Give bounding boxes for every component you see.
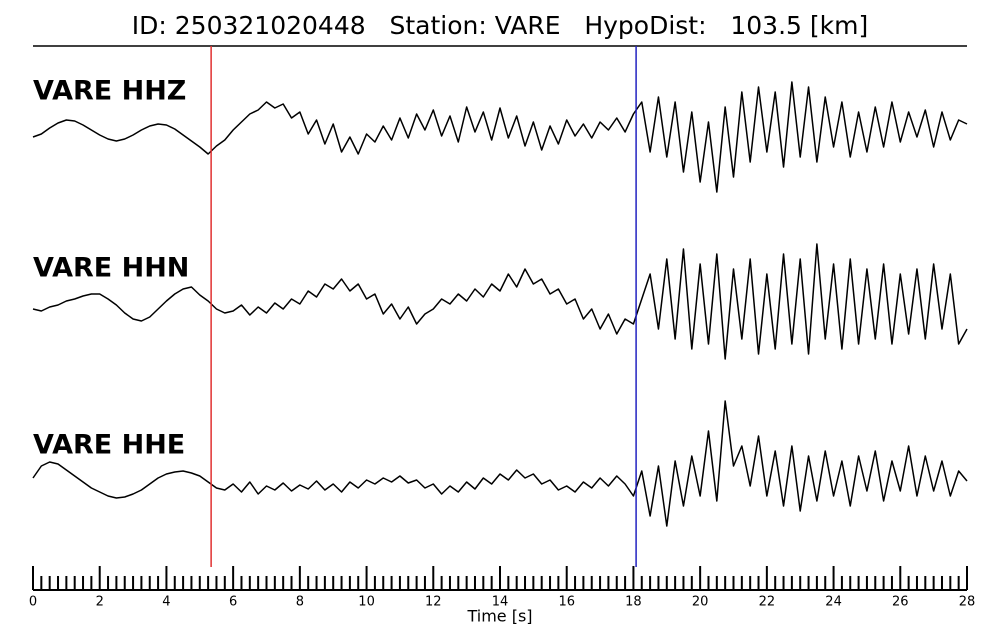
x-tick-label: 28: [959, 595, 976, 610]
x-tick-label: 8: [296, 595, 304, 610]
x-tick-label: 24: [825, 595, 842, 610]
x-tick-label: 16: [558, 595, 575, 610]
x-tick-label: 10: [358, 595, 375, 610]
x-tick-label: 14: [492, 595, 509, 610]
trace-label: VARE HHE: [33, 430, 185, 461]
x-tick-label: 12: [425, 595, 442, 610]
trace-label: VARE HHN: [33, 253, 189, 284]
waveform: [32, 400, 968, 527]
waveform: [32, 81, 968, 193]
x-tick-label: 20: [692, 595, 709, 610]
x-axis-label: Time [s]: [466, 607, 532, 626]
x-tick-label: 26: [892, 595, 909, 610]
x-tick-label: 6: [229, 595, 237, 610]
waveform: [32, 243, 968, 360]
x-tick-label: 4: [162, 595, 170, 610]
x-tick-label: 18: [625, 595, 642, 610]
x-tick-label: 22: [759, 595, 776, 610]
trace-label: VARE HHZ: [33, 76, 186, 107]
x-tick-label: 0: [29, 595, 37, 610]
x-tick-label: 2: [96, 595, 104, 610]
chart-title: ID: 250321020448 Station: VARE HypoDist:…: [132, 11, 868, 40]
